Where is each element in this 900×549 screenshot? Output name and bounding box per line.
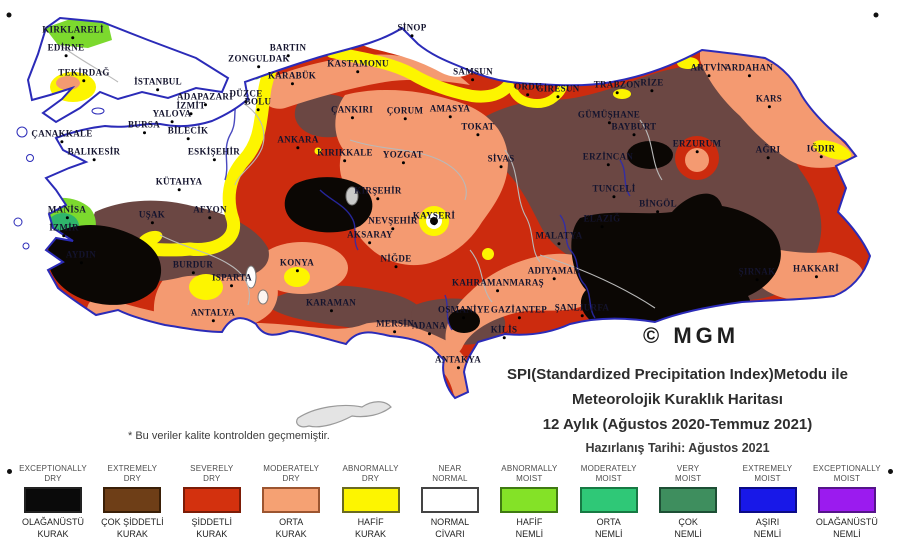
- region-abnormally-dry-artvin: [677, 57, 699, 69]
- legend-item: EXTREMELY MOIST AŞIRI NEMLİ: [729, 464, 807, 549]
- region-moderately-dry-kars: [700, 48, 856, 168]
- region-exceptionally-dry-tuzgolu: [284, 177, 373, 233]
- legend-label-en: MODERATELY DRY: [263, 464, 320, 483]
- cyprus-island: [296, 401, 392, 428]
- aegean-islands: [13, 107, 105, 250]
- region-abnormally-dry-trabzon: [613, 89, 631, 99]
- region-abnormally-dry-nw-arc: [117, 23, 309, 258]
- quality-footnote: * Bu veriler kalite kontrolden geçmemişt…: [128, 430, 330, 442]
- region-exceptionally-dry-aydin: [47, 225, 162, 305]
- legend-label-tr: HAFİF KURAK: [355, 517, 387, 539]
- lake-tuz: [345, 186, 359, 206]
- legend-label-tr: NORMAL CİVARI: [430, 517, 470, 539]
- region-abnormally-dry-ankara-dot: [314, 147, 322, 155]
- region-near-normal-northwest: [28, 18, 278, 249]
- legend-item: VERY MOIST ÇOK NEMLİ: [649, 464, 727, 549]
- region-exceptionally-dry-southeast: [571, 193, 781, 339]
- legend-label-tr: ŞİDDETLİ KURAK: [191, 517, 233, 539]
- legend-swatch: [659, 487, 718, 513]
- legend-swatch: [182, 487, 241, 513]
- legend-swatch: [579, 487, 638, 513]
- legend-item: MODERATELY DRY ORTA KURAK: [252, 464, 330, 549]
- legend-label-en: EXTREMELY MOIST: [742, 464, 793, 483]
- region-moderately-dry-kastamonu: [255, 54, 470, 109]
- title-line-prepared-date: Hazırlanış Tarihi: Ağustos 2021: [585, 441, 770, 455]
- region-moderately-dry-gaziantep: [445, 253, 603, 356]
- legend-label-en: ABNORMALLY MOIST: [501, 464, 558, 483]
- legend-label-en: MODERATELY MOIST: [580, 464, 637, 483]
- region-exceptionally-dry-kayseri-dot: [430, 217, 438, 225]
- legend-swatch: [262, 487, 321, 513]
- legend-label-tr: OLAĞANÜSTÜ NEMLİ: [815, 517, 878, 539]
- region-abnormally-dry-igdir: [812, 140, 852, 160]
- turkey-drought-map: [6, 12, 879, 428]
- legend-swatch: [738, 487, 797, 513]
- region-moderately-dry-tekirdag-core: [56, 76, 80, 90]
- region-abnormally-moist-kirklareli: [45, 18, 112, 48]
- mgm-watermark: © MGM: [643, 323, 740, 348]
- legend-item: EXTREMELY DRY ÇOK ŞİDDETLİ KURAK: [93, 464, 171, 549]
- corner-dot-right: [873, 12, 879, 18]
- legend-item: MODERATELY MOIST ORTA NEMLİ: [570, 464, 648, 549]
- region-exceptionally-dry-osmaniye: [448, 309, 480, 333]
- map-title-block: SPI(Standardized Precipitation Index)Met…: [455, 366, 900, 455]
- legend-label-tr: ORTA NEMLİ: [594, 517, 623, 539]
- legend-item: NEAR NORMAL NORMAL CİVARI: [411, 464, 489, 549]
- region-exceptionally-dry-erzurum: [627, 141, 673, 169]
- legend-label-tr: AŞIRI NEMLİ: [753, 517, 782, 539]
- region-abnormally-dry-sinop-arc: [326, 46, 514, 103]
- thrace-coastline: [26, 16, 230, 124]
- legend-item: ABNORMALLY DRY HAFİF KURAK: [332, 464, 410, 549]
- title-line-method: SPI(Standardized Precipitation Index)Met…: [507, 366, 848, 383]
- legend-swatch: [103, 487, 162, 513]
- legend-label-tr: ORTA KURAK: [275, 517, 307, 539]
- corner-dot-left: [6, 12, 12, 18]
- legend-label-en: EXCEPTIONALLY DRY: [19, 464, 87, 483]
- region-abnormally-moist-canakkale: [28, 137, 45, 155]
- legend-label-en: SEVERELY DRY: [190, 464, 234, 483]
- region-moderately-dry-central: [335, 89, 508, 266]
- lake-egirdir: [245, 265, 257, 289]
- legend-label-en: NEAR NORMAL: [432, 464, 468, 483]
- legend-label-en: ABNORMALLY DRY: [342, 464, 399, 483]
- legend-swatch: [341, 487, 400, 513]
- legend-label-en: EXTREMELY DRY: [107, 464, 158, 483]
- anatolia-coastline: [44, 26, 872, 400]
- region-abnormally-dry-giresun-arc: [509, 77, 567, 108]
- region-erzurum-salmon-core: [685, 148, 709, 172]
- province-borders: [59, 44, 663, 309]
- legend-item: SEVERELY DRY ŞİDDETLİ KURAK: [173, 464, 251, 549]
- legend-item: EXCEPTIONALLY DRY OLAĞANÜSTÜ KURAK: [14, 464, 92, 549]
- region-abnormally-dry-kmaras-dot: [482, 248, 494, 260]
- legend-label-tr: OLAĞANÜSTÜ KURAK: [21, 517, 84, 539]
- legend-swatch: [24, 487, 82, 513]
- legend-label-en: EXCEPTIONALLY MOIST: [813, 464, 881, 483]
- title-line-map-name: Meteorolojik Kuraklık Haritası: [572, 391, 783, 408]
- legend-label-tr: ÇOK ŞİDDETLİ KURAK: [101, 517, 164, 539]
- region-abnormally-dry-isparta: [189, 274, 223, 300]
- lake-beysehir: [257, 289, 269, 305]
- region-extremely-dry-karaman: [267, 285, 426, 334]
- legend-swatch: [817, 487, 876, 513]
- legend-swatch: [420, 487, 479, 513]
- legend-label-en: VERY MOIST: [674, 464, 702, 483]
- legend-bullet-left: [7, 469, 12, 474]
- legend-swatch: [500, 487, 559, 513]
- region-abnormally-dry-konya: [284, 267, 310, 287]
- legend-items: EXCEPTIONALLY DRY OLAĞANÜSTÜ KURAK EXTREME…: [0, 461, 900, 549]
- legend-item: ABNORMALLY MOIST HAFİF NEMLİ: [490, 464, 568, 549]
- legend-item: EXCEPTIONALLY MOIST OLAĞANÜSTÜ NEMLİ: [808, 464, 886, 549]
- title-line-period: 12 Aylık (Ağustos 2020-Temmuz 2021): [542, 416, 813, 433]
- legend-label-tr: HAFİF NEMLİ: [515, 517, 544, 539]
- legend-bullet-right: [888, 469, 893, 474]
- legend-label-tr: ÇOK NEMLİ: [674, 517, 702, 539]
